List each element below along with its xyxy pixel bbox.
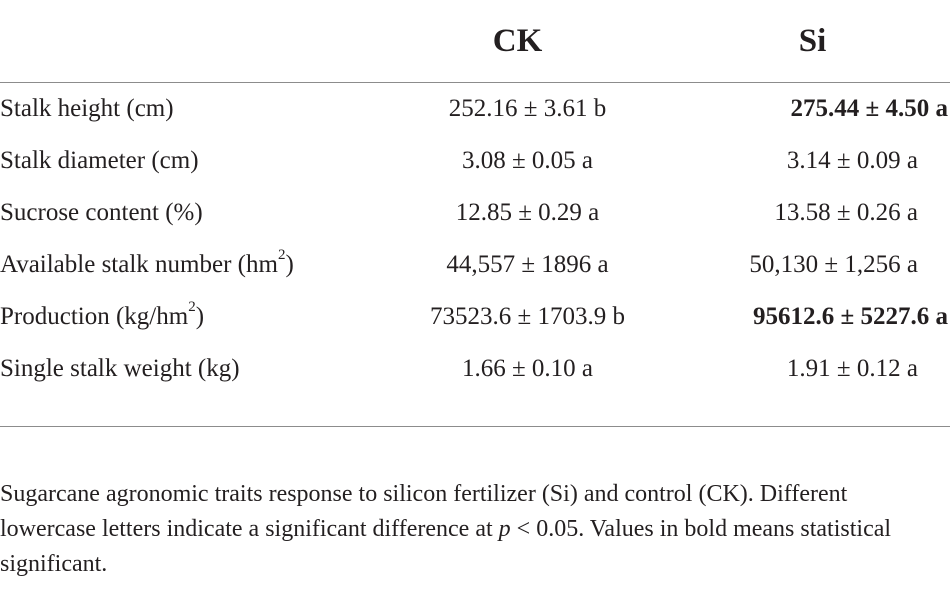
table-row: Single stalk weight (kg) 1.66 ± 0.10 a 1… <box>0 343 950 427</box>
row-label-text: Single stalk weight (kg) <box>0 355 240 382</box>
si-value: 13.58 ± 0.26 a <box>774 199 918 226</box>
table-header: CK Si <box>0 0 950 83</box>
header-si: Si <box>675 0 950 83</box>
si-value: 1.91 ± 0.12 a <box>675 343 950 427</box>
table-row: Production (kg/hm2) 73523.6 ± 1703.9 b 9… <box>0 291 950 343</box>
ck-value: 73523.6 ± 1703.9 b <box>430 303 625 330</box>
row-label-sup: 2 <box>277 246 286 263</box>
table-body: Stalk height (cm) 252.16 ± 3.61 b 275.44… <box>0 83 950 427</box>
header-row: CK Si <box>0 0 950 83</box>
si-value: 50,130 ± 1,256 a <box>749 251 918 278</box>
row-label-text: Sucrose content (%) <box>0 199 203 226</box>
ck-value: 44,557 ± 1896 a <box>446 251 609 278</box>
row-label: Single stalk weight (kg) <box>0 343 360 427</box>
ck-value: 1.66 ± 0.10 a <box>360 343 675 427</box>
traits-table-container: CK Si Stalk height (cm) 252.16 ± 3.61 b … <box>0 0 950 427</box>
caption-p-symbol: p <box>498 516 511 542</box>
row-label: Stalk diameter (cm) <box>0 135 360 187</box>
si-value: 275.44 ± 4.50 a <box>790 95 948 122</box>
table-row: Sucrose content (%) 12.85 ± 0.29 a 13.58… <box>0 187 950 239</box>
row-label-suffix: ) <box>195 303 205 330</box>
row-label: Sucrose content (%) <box>0 187 360 239</box>
table-row: Stalk height (cm) 252.16 ± 3.61 b 275.44… <box>0 83 950 136</box>
row-label-text: Production (kg/hm <box>0 303 189 330</box>
table-caption: Sugarcane agronomic traits response to s… <box>0 477 948 582</box>
row-label-text: Stalk diameter (cm) <box>0 147 199 174</box>
traits-table: CK Si Stalk height (cm) 252.16 ± 3.61 b … <box>0 0 950 427</box>
row-label-sup: 2 <box>188 298 196 315</box>
table-row: Stalk diameter (cm) 3.08 ± 0.05 a 3.14 ±… <box>0 135 950 187</box>
header-ck: CK <box>360 0 675 83</box>
row-label-suffix: ) <box>285 251 294 278</box>
caption-text-2: < 0.05. Values in bold means statistical… <box>0 516 892 577</box>
ck-value: 12.85 ± 0.29 a <box>455 199 600 226</box>
si-value: 95612.6 ± 5227.6 a <box>753 303 948 330</box>
row-label: Production (kg/hm2) <box>0 291 360 343</box>
table-row: Available stalk number (hm2) 44,557 ± 18… <box>0 239 950 291</box>
row-label: Stalk height (cm) <box>0 83 360 136</box>
row-label: Available stalk number (hm2) <box>0 239 360 291</box>
si-value: 3.14 ± 0.09 a <box>786 147 918 174</box>
ck-value: 3.08 ± 0.05 a <box>461 147 594 174</box>
row-label-text: Available stalk number (hm <box>0 251 278 278</box>
header-empty <box>0 0 360 83</box>
row-label-text: Stalk height (cm) <box>0 95 174 122</box>
caption-text-1: Sugarcane agronomic traits response to s… <box>0 481 848 542</box>
ck-value: 252.16 ± 3.61 b <box>448 95 607 122</box>
